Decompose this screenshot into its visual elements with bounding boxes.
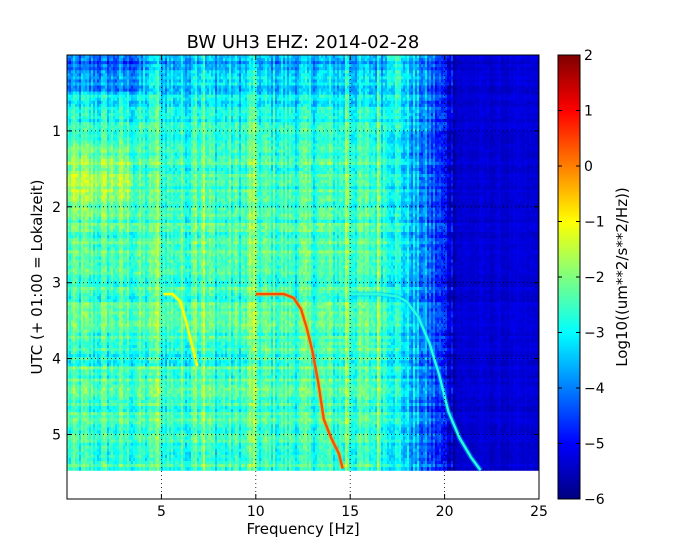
y-tick-label: 4 [52, 352, 61, 368]
plot-frame [66, 54, 540, 500]
colorbar-label: Log10((um**2/s**2/Hz)) [613, 187, 631, 367]
colorbar-tick-label: 2 [584, 48, 593, 64]
x-tick-label: 25 [530, 504, 548, 520]
y-axis-label: UTC (+ 01:00 = Lokalzeit) [28, 179, 46, 374]
x-tick-label: 20 [436, 504, 454, 520]
x-tick-label: 15 [341, 504, 359, 520]
colorbar-tick-label: −5 [584, 437, 605, 453]
y-tick-label: 2 [52, 200, 61, 216]
x-axis-label: Frequency [Hz] [246, 520, 359, 538]
colorbar-tick-label: −6 [584, 492, 605, 508]
colorbar-ticks: 2 1 0 −1 −2 −3 −4 −5 −6 [558, 48, 605, 508]
colorbar-tick-label: −2 [584, 270, 605, 286]
y-axis: 1 2 3 4 5 [52, 124, 539, 443]
tonal-track [163, 292, 199, 367]
spectrogram-heatmap [67, 55, 539, 471]
y-tick-label: 3 [52, 276, 61, 292]
y-tick-label: 5 [52, 427, 61, 443]
tonal-track [255, 292, 344, 469]
colorbar-tick-label: 1 [584, 104, 593, 120]
x-tick-label: 5 [157, 504, 166, 520]
colorbar-tick-label: −4 [584, 381, 605, 397]
y-tick-label: 1 [52, 124, 61, 140]
x-axis: 5 10 15 20 25 [157, 55, 548, 520]
colorbar-tick-label: 0 [584, 159, 593, 175]
colorbar-tick-label: −1 [584, 215, 605, 231]
x-tick-label: 10 [247, 504, 265, 520]
chart-title: BW UH3 EHZ: 2014-02-28 [187, 32, 420, 53]
grid-lines [67, 55, 539, 499]
tonal-tracks [163, 291, 483, 472]
colorbar-tick-label: −3 [584, 326, 605, 342]
tonal-track [350, 292, 482, 471]
